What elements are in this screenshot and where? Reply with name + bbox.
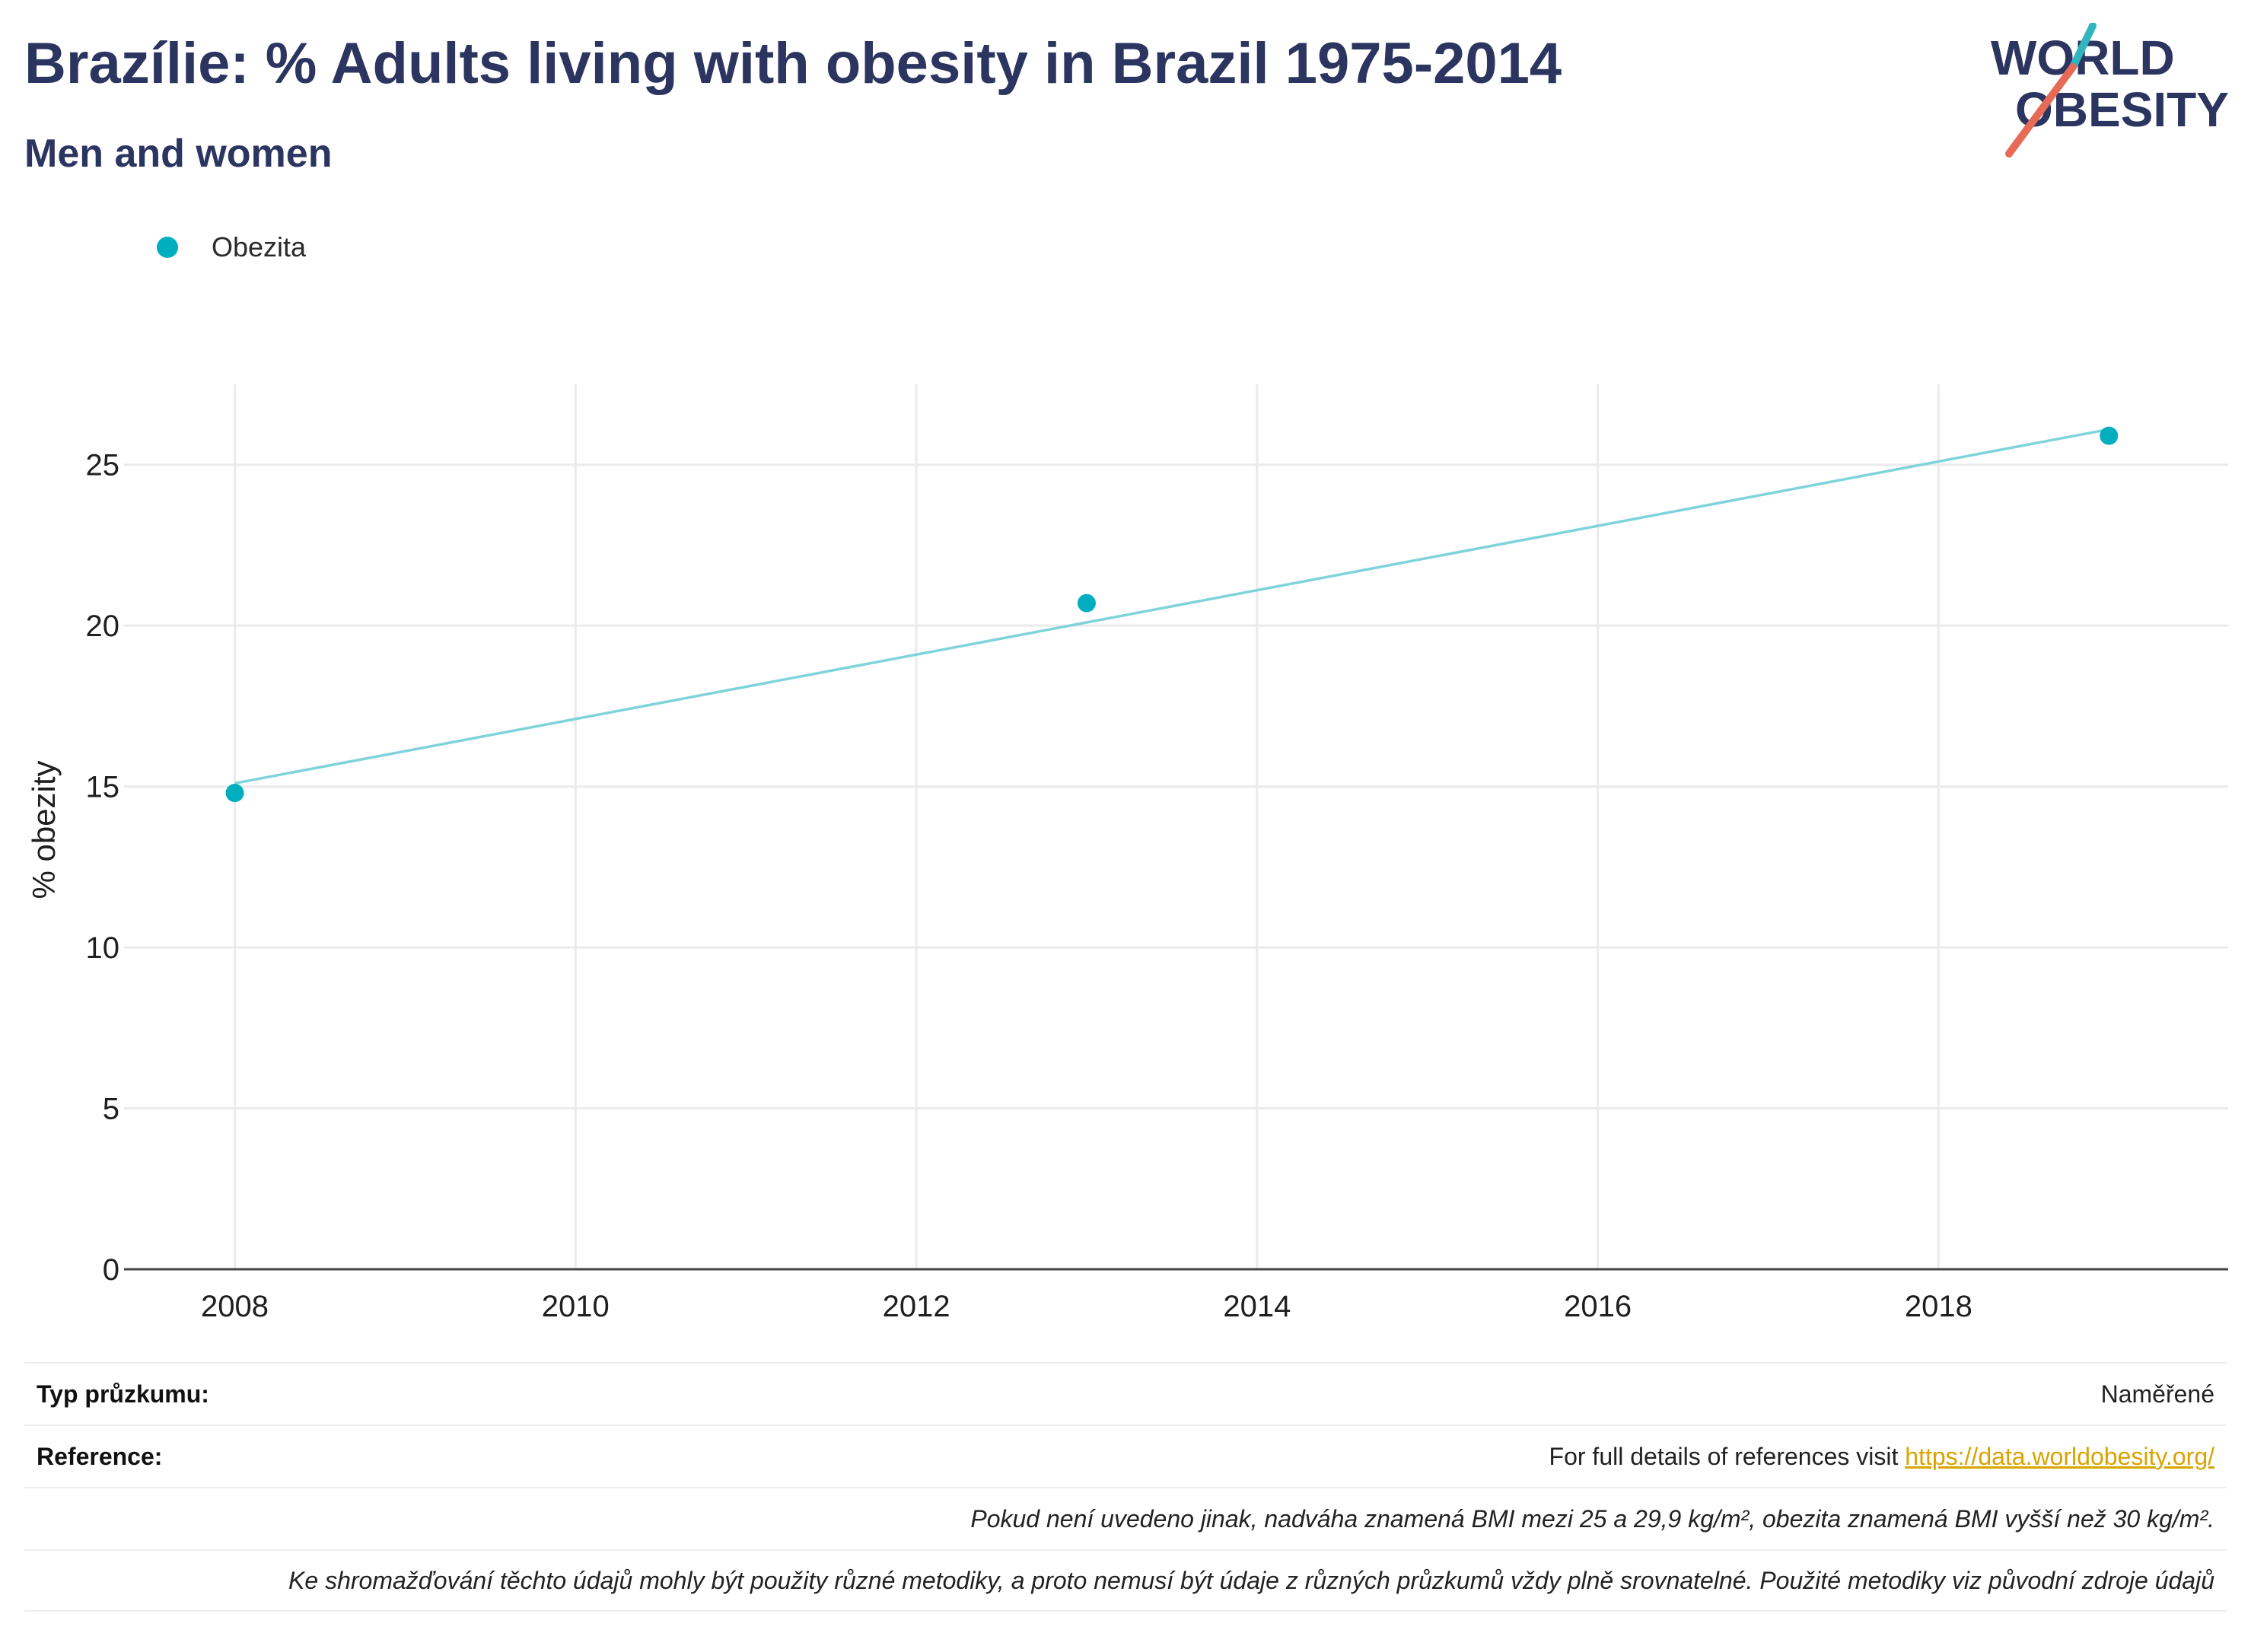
chart-axes: 2008 2010 2012 2014 2016 2018 0 5 10 15 20 25 % obez… xyxy=(26,449,2228,1323)
x-tick-label: 2008 xyxy=(201,1290,269,1323)
bmi-note-row: Pokud není uvedeno jinak, nadváha znamen… xyxy=(24,1487,2227,1549)
data-point xyxy=(2100,426,2119,445)
references-value: For full details of references visit htt… xyxy=(1549,1443,2214,1471)
x-tick-label: 2014 xyxy=(1223,1290,1291,1323)
chart-legend: Obezita xyxy=(157,228,306,266)
world-obesity-logo: WORLD OBESITY xyxy=(1991,23,2229,158)
references-text: For full details of references visit xyxy=(1549,1442,1906,1470)
x-tick-label: 2018 xyxy=(1905,1290,1972,1323)
y-tick-label: 5 xyxy=(103,1093,119,1126)
survey-type-value: Naměřené xyxy=(2100,1380,2214,1408)
trend-line xyxy=(234,428,2109,785)
y-tick-label: 10 xyxy=(86,931,120,965)
methods-note-row: Ke shromažďování těchto údajů mohly být … xyxy=(24,1549,2227,1612)
y-tick-label: 20 xyxy=(86,610,120,643)
data-point xyxy=(225,784,244,803)
y-axis-label: % obezity xyxy=(26,760,62,899)
y-tick-label: 25 xyxy=(86,449,120,482)
chart-grid xyxy=(124,384,2228,1269)
x-tick-label: 2010 xyxy=(542,1290,610,1323)
references-label: Reference: xyxy=(37,1442,163,1470)
chart-marks xyxy=(225,426,2119,803)
survey-type-row: Typ průzkumu: Naměřené xyxy=(24,1362,2227,1424)
methods-note: Ke shromažďování těchto údajů mohly být … xyxy=(288,1566,2214,1594)
data-point xyxy=(1077,594,1096,613)
page-subtitle: Men and women xyxy=(24,132,333,176)
x-tick-label: 2012 xyxy=(883,1290,950,1323)
references-row: Reference: For full details of reference… xyxy=(24,1424,2227,1487)
y-tick-label: 0 xyxy=(103,1253,119,1287)
survey-type-label: Typ průzkumu: xyxy=(37,1380,209,1408)
legend-label-obezita: Obezita xyxy=(212,231,307,263)
y-tick-label: 15 xyxy=(86,771,120,804)
page-title: Brazílie: % Adults living with obesity i… xyxy=(24,31,1562,96)
line-chart: 2008 2010 2012 2014 2016 2018 0 5 10 15 20 25 % obez… xyxy=(26,384,2228,1323)
legend-marker xyxy=(157,237,178,258)
info-table: Typ průzkumu: Naměřené Reference: For fu… xyxy=(24,1362,2227,1612)
x-tick-label: 2016 xyxy=(1564,1290,1632,1323)
references-link[interactable]: https://data.worldobesity.org/ xyxy=(1905,1442,2214,1470)
bmi-note: Pokud není uvedeno jinak, nadváha znamen… xyxy=(970,1504,2214,1533)
